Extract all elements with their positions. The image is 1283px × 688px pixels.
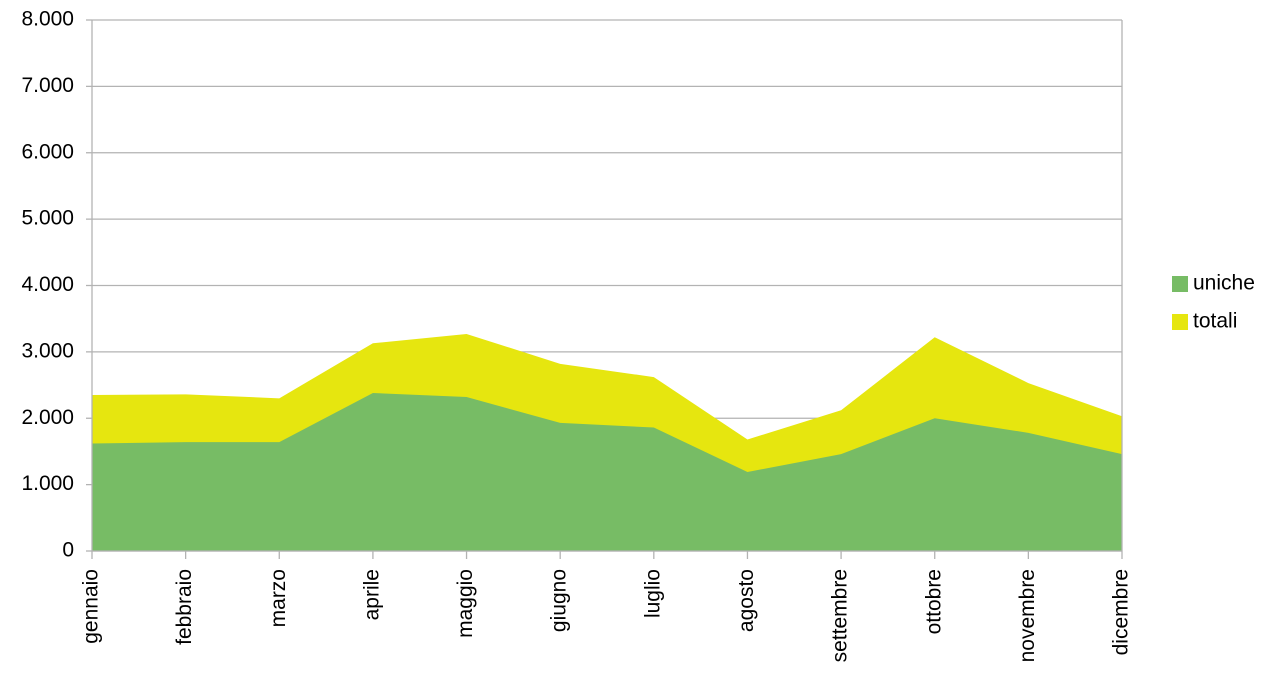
x-tick-label: agosto (735, 569, 758, 632)
x-tick-label: luglio (641, 569, 664, 618)
x-tick-label: giugno (548, 569, 571, 632)
x-tick-label: gennaio (80, 569, 103, 644)
x-tick-label: marzo (267, 569, 290, 627)
y-tick-label: 0 (62, 539, 74, 562)
y-tick-label: 4.000 (21, 273, 74, 296)
x-tick-label: maggio (454, 569, 477, 638)
area (92, 393, 1122, 551)
legend-label: uniche (1193, 272, 1255, 295)
x-tick-label: aprile (360, 569, 383, 620)
x-tick-label: settembre (829, 569, 852, 662)
x-tick-label: ottobre (922, 569, 945, 634)
y-tick-label: 5.000 (21, 207, 74, 230)
legend-swatch (1172, 314, 1188, 330)
x-tick-label: dicembre (1110, 569, 1133, 655)
y-tick-label: 8.000 (21, 8, 74, 31)
y-tick-label: 7.000 (21, 74, 74, 97)
y-tick-label: 2.000 (21, 406, 74, 429)
y-tick-label: 6.000 (21, 140, 74, 163)
x-tick-label: febbraio (173, 569, 196, 645)
legend-swatch (1172, 276, 1188, 292)
y-tick-label: 1.000 (21, 472, 74, 495)
x-tick-label: novembre (1016, 569, 1039, 662)
y-tick-label: 3.000 (21, 339, 74, 362)
legend-label: totali (1193, 310, 1237, 333)
